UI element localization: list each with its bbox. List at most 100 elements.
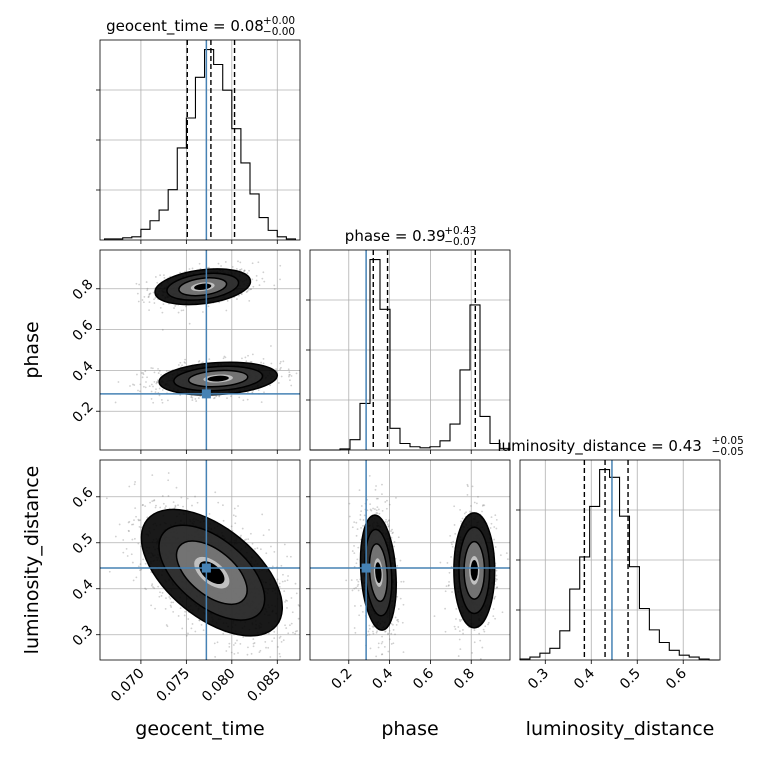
scatter-point [177,504,179,507]
scatter-point [198,359,201,362]
scatter-point [218,301,221,304]
scatter-point [260,401,263,403]
scatter-point [241,527,244,530]
scatter-point [454,532,457,535]
scatter-point [285,599,287,602]
scatter-point [381,493,383,496]
scatter-point [360,510,363,513]
scatter-point [461,517,464,520]
scatter-point [385,507,388,510]
scatter-point [157,367,159,370]
scatter-point [386,521,389,523]
scatter-point [142,504,144,506]
scatter-point [306,611,308,613]
scatter-point [304,585,306,587]
scatter-point [206,266,209,269]
scatter-point [250,288,253,291]
y-tick-label-phase: 0.2 [70,399,97,426]
scatter-point [358,489,361,492]
scatter-point [396,619,398,622]
scatter-point [494,617,497,620]
scatter-point [473,501,476,504]
scatter-point [286,607,288,609]
scatter-point [444,590,447,593]
scatter-point [243,539,246,542]
scatter-point [369,503,372,506]
scatter-point [262,362,265,365]
scatter-point [170,601,173,604]
scatter-point [144,587,146,590]
scatter-point [225,309,228,312]
scatter-point [290,375,293,377]
scatter-point [202,629,205,632]
scatter-point [276,646,279,648]
scatter-point [402,651,405,654]
scatter-point [465,511,467,514]
scatter-point [165,624,168,626]
scatter-point [290,384,293,387]
scatter-point [252,642,255,645]
scatter-point [351,589,354,592]
scatter-point [164,607,167,610]
scatter-point [375,631,378,634]
scatter-point [179,607,182,610]
scatter-point [495,586,498,589]
scatter-point [145,381,147,383]
y-axis-label-phase: phase [21,321,43,378]
scatter-point [467,485,469,488]
scatter-point [393,686,395,688]
scatter-point [184,305,187,308]
scatter-point [246,290,249,293]
scatter-point [202,361,204,364]
scatter-point [447,584,450,587]
scatter-point [135,282,138,285]
histogram-step-phase [310,258,511,451]
scatter-point [224,356,227,359]
scatter-point [188,268,191,270]
scatter-point [251,542,254,545]
scatter-point [376,512,379,515]
scatter-point [153,380,156,383]
scatter-point [167,472,170,474]
scatter-point [142,373,145,376]
scatter-point [390,632,393,635]
scatter-point [158,369,161,372]
scatter-point [446,562,449,564]
scatter-point [494,514,497,517]
scatter-point [132,523,135,526]
scatter-point [391,532,394,535]
scatter-point [254,548,256,550]
scatter-point [262,271,265,274]
scatter-point [281,580,284,583]
scatter-point [265,552,268,555]
scatter-point [152,586,154,588]
scatter-point [249,532,252,535]
scatter-point [381,653,384,656]
scatter-point [153,302,156,304]
title-main: geocent_time = 0.08 [106,17,264,36]
scatter-point [377,508,380,511]
scatter-point [489,527,492,529]
scatter-point [223,355,226,358]
scatter-point [268,528,270,531]
scatter-point [258,284,261,287]
scatter-point [390,622,393,625]
x-tick-label-phase: 0.8 [451,666,478,693]
truth-marker [361,563,371,573]
scatter-point [357,583,360,586]
scatter-point [237,505,239,507]
scatter-point [245,360,248,363]
histogram-step-luminosity_distance [519,468,720,661]
scatter-point [159,274,161,277]
scatter-point [160,399,163,401]
scatter-point [355,586,357,589]
scatter-point [368,627,371,630]
scatter-point [151,474,154,477]
scatter-point [131,561,134,564]
scatter-point [370,509,373,512]
scatter-point [280,564,283,567]
scatter-point [161,401,164,404]
scatter-point [278,637,281,639]
scatter-point [277,382,280,384]
